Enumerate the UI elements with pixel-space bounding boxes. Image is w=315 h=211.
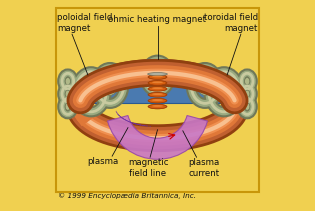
Polygon shape — [93, 82, 222, 103]
Ellipse shape — [200, 79, 210, 92]
Ellipse shape — [105, 79, 115, 92]
Wedge shape — [107, 116, 208, 159]
Ellipse shape — [65, 103, 71, 110]
Ellipse shape — [148, 104, 167, 109]
Bar — [56, 8, 259, 192]
Ellipse shape — [152, 81, 163, 83]
Ellipse shape — [149, 104, 166, 109]
Ellipse shape — [244, 90, 250, 97]
Polygon shape — [93, 77, 225, 82]
Ellipse shape — [65, 78, 71, 85]
Ellipse shape — [219, 85, 229, 99]
Ellipse shape — [198, 76, 213, 95]
Ellipse shape — [148, 86, 167, 92]
Ellipse shape — [148, 98, 167, 103]
Ellipse shape — [152, 105, 163, 107]
Ellipse shape — [151, 67, 164, 85]
Ellipse shape — [153, 70, 162, 81]
Text: magnetic
field line: magnetic field line — [128, 158, 168, 178]
Ellipse shape — [152, 76, 163, 77]
Text: plasma: plasma — [87, 157, 118, 166]
Ellipse shape — [86, 85, 96, 99]
Ellipse shape — [152, 93, 163, 95]
Ellipse shape — [149, 81, 166, 85]
Ellipse shape — [244, 78, 250, 85]
Ellipse shape — [149, 75, 166, 79]
Ellipse shape — [65, 90, 71, 97]
Ellipse shape — [102, 76, 117, 95]
Ellipse shape — [83, 81, 100, 103]
Ellipse shape — [244, 103, 250, 110]
Text: toroidal field
magnet: toroidal field magnet — [203, 13, 258, 33]
Text: poloidal field
magnet: poloidal field magnet — [57, 13, 113, 33]
Ellipse shape — [148, 74, 167, 80]
Ellipse shape — [148, 80, 167, 86]
Text: ohmic heating magnet: ohmic heating magnet — [108, 15, 207, 24]
Ellipse shape — [152, 87, 163, 89]
Ellipse shape — [149, 87, 166, 91]
Ellipse shape — [148, 73, 167, 76]
Ellipse shape — [215, 81, 232, 103]
Ellipse shape — [152, 99, 163, 101]
Ellipse shape — [149, 92, 166, 97]
Ellipse shape — [148, 92, 167, 97]
Ellipse shape — [149, 99, 166, 103]
Text: © 1999 Encyclopædia Britannica, Inc.: © 1999 Encyclopædia Britannica, Inc. — [58, 193, 196, 199]
Text: plasma
current: plasma current — [188, 158, 220, 178]
